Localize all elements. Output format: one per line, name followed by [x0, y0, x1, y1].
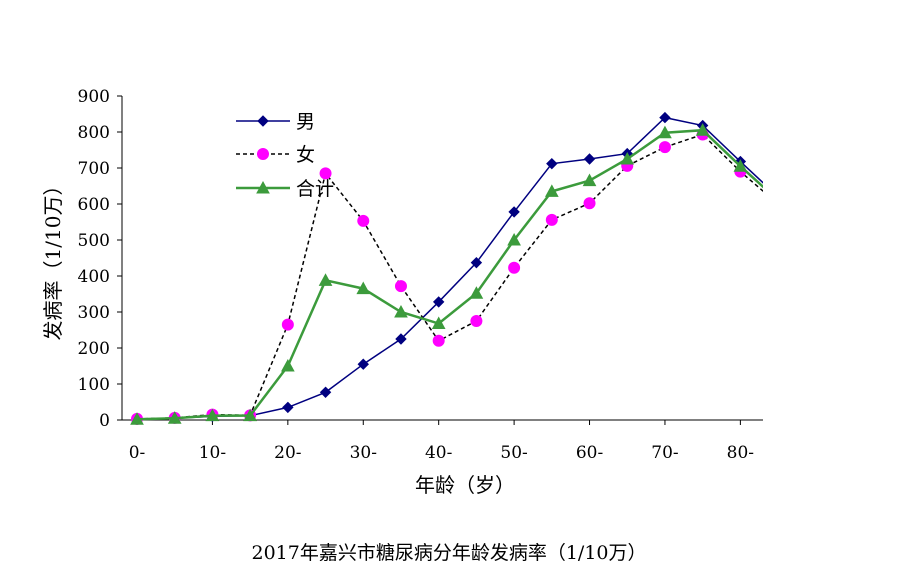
- data-point: [659, 111, 671, 124]
- data-point: [243, 408, 257, 422]
- y-tick-label: 300: [78, 303, 110, 323]
- data-point: [470, 315, 483, 327]
- data-point: [582, 173, 597, 187]
- x-tick-label: 20-: [274, 443, 301, 463]
- y-tick-label: 200: [78, 339, 110, 359]
- x-tick-label: 80-: [727, 443, 754, 463]
- data-point: [772, 194, 784, 205]
- y-tick-label: 100: [78, 375, 110, 395]
- y-tick-label: 900: [78, 87, 110, 107]
- data-point: [773, 199, 784, 210]
- data-point: [357, 214, 370, 227]
- data-point: [469, 286, 484, 299]
- y-axis-label: 发病率（1/10万）: [41, 176, 65, 341]
- data-point: [130, 412, 144, 425]
- data-point: [431, 316, 446, 330]
- x-tick-label: 30-: [350, 443, 377, 463]
- series-3: [130, 123, 784, 425]
- x-tick-label: 50-: [500, 443, 527, 463]
- data-point: [544, 184, 559, 197]
- series-line-1: [136, 116, 763, 421]
- legend-item-2: 女: [236, 144, 315, 166]
- data-point: [470, 256, 483, 269]
- data-point: [394, 304, 408, 318]
- data-point: [167, 411, 182, 424]
- legend-label: 合计: [296, 178, 334, 200]
- data-point: [205, 408, 220, 422]
- figure-caption: 2017年嘉兴市糖尿病分年龄发病率（1/10万）: [251, 542, 647, 564]
- data-point: [318, 273, 333, 286]
- data-point: [281, 358, 295, 372]
- y-tick-label: 600: [78, 195, 110, 215]
- legend-label: 男: [296, 111, 315, 133]
- data-point: [319, 167, 332, 180]
- x-tick-label: 70-: [651, 443, 678, 463]
- legend-item-1: 男: [236, 111, 315, 133]
- data-point: [620, 151, 635, 165]
- legend-swatch-marker: [256, 180, 270, 194]
- y-tick-label: 400: [78, 267, 110, 287]
- y-tick-label: 0: [99, 411, 110, 431]
- data-point: [319, 386, 332, 398]
- x-axis-label: 年龄（岁）: [415, 473, 515, 497]
- data-point: [733, 159, 748, 172]
- series-line-3: [136, 128, 763, 421]
- data-point: [281, 318, 294, 331]
- data-point: [773, 192, 783, 202]
- legend-item-3: 合计: [236, 178, 334, 200]
- data-point: [508, 206, 520, 218]
- legend-swatch-marker: [257, 148, 269, 160]
- data-point: [282, 401, 294, 414]
- legend-label: 女: [296, 144, 315, 166]
- y-tick-label: 700: [78, 159, 110, 179]
- axes: 0 100 200 300 400 500 600 700 800 900 0- 10- 20- 30- 4…: [78, 87, 763, 463]
- x-tick-label: 40-: [425, 443, 452, 463]
- x-tick-label: 0-: [129, 443, 146, 463]
- data-point: [583, 153, 596, 165]
- data-point: [695, 123, 710, 136]
- data-point: [432, 296, 445, 308]
- series-layer: [130, 111, 784, 425]
- series-line-2: [136, 133, 763, 420]
- data-point: [508, 261, 521, 274]
- legend-swatch-marker: [257, 115, 269, 127]
- series-2: [131, 128, 784, 425]
- x-tick-label: 10-: [199, 443, 226, 463]
- data-point: [394, 280, 407, 293]
- data-point: [658, 141, 671, 154]
- y-tick-label: 800: [78, 123, 110, 143]
- series-1: [131, 111, 783, 425]
- data-point: [546, 157, 558, 170]
- data-point: [356, 281, 371, 295]
- data-point: [432, 334, 445, 347]
- data-point: [507, 232, 521, 246]
- data-point: [357, 358, 369, 370]
- data-point: [395, 333, 407, 345]
- data-point: [545, 213, 558, 226]
- y-tick-label: 500: [78, 231, 110, 251]
- x-tick-label: 60-: [576, 443, 603, 463]
- data-point: [658, 125, 672, 139]
- data-point: [583, 197, 596, 210]
